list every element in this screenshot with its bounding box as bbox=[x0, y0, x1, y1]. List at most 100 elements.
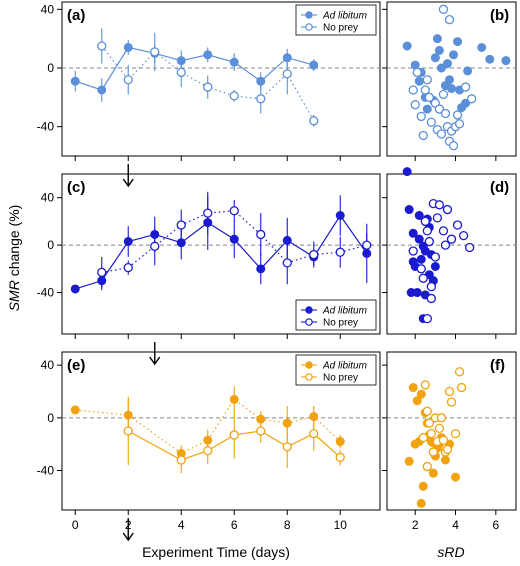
point-no-prey bbox=[97, 267, 107, 278]
point-no-prey bbox=[434, 423, 445, 434]
y-tick-label: 40 bbox=[41, 358, 55, 372]
legend-label-no-prey: No prey bbox=[323, 23, 358, 34]
legend-marker-no-prey bbox=[305, 318, 313, 326]
point-ad-libitum bbox=[408, 257, 418, 267]
point-no-prey bbox=[203, 82, 213, 92]
point-no-prey bbox=[176, 220, 186, 230]
point-no-prey bbox=[203, 208, 213, 218]
point-no-prey bbox=[426, 281, 436, 292]
point-ad-libitum bbox=[414, 234, 424, 244]
point-ad-libitum bbox=[70, 76, 80, 86]
point-no-prey bbox=[420, 216, 430, 227]
panel-b: (b) bbox=[382, 1, 517, 161]
y-tick-label: -40 bbox=[37, 464, 55, 478]
point-ad-libitum bbox=[229, 234, 239, 244]
series-line-ad-libitum bbox=[75, 46, 314, 91]
point-no-prey bbox=[424, 418, 434, 428]
x-tick-label: 8 bbox=[284, 518, 291, 532]
point-no-prey bbox=[422, 226, 432, 236]
legend-marker-ad-libitum bbox=[305, 11, 313, 19]
point-no-prey bbox=[442, 444, 453, 455]
x-tick-label: 10 bbox=[334, 518, 348, 532]
panel-frame bbox=[386, 1, 517, 157]
panel-label: (c) bbox=[67, 179, 85, 196]
point-no-prey bbox=[426, 428, 436, 439]
point-ad-libitum bbox=[444, 75, 454, 85]
point-ad-libitum bbox=[416, 498, 426, 508]
legend-marker-ad-libitum bbox=[305, 361, 313, 369]
point-ad-libitum bbox=[256, 264, 266, 274]
point-ad-libitum bbox=[461, 98, 471, 108]
point-no-prey bbox=[420, 380, 430, 390]
point-no-prey bbox=[430, 252, 441, 262]
point-no-prey bbox=[422, 313, 432, 324]
x-axis-label: Experiment Time (days) bbox=[142, 544, 290, 560]
y-tick-label: 0 bbox=[47, 61, 54, 75]
point-ad-libitum bbox=[412, 288, 422, 298]
point-no-prey bbox=[418, 130, 428, 141]
point-no-prey bbox=[456, 382, 467, 393]
point-no-prey bbox=[467, 94, 477, 104]
point-no-prey bbox=[282, 69, 292, 79]
y-tick-label: 0 bbox=[47, 238, 54, 252]
panel-label: (e) bbox=[67, 357, 85, 374]
x-tick-label: 2 bbox=[412, 518, 419, 532]
point-no-prey bbox=[256, 229, 266, 240]
x-tick-label: 4 bbox=[178, 518, 185, 532]
point-no-prey bbox=[408, 85, 418, 95]
point-no-prey bbox=[452, 220, 463, 230]
point-no-prey bbox=[454, 367, 465, 377]
point-no-prey bbox=[458, 230, 469, 241]
legend-label-no-prey: No prey bbox=[323, 373, 358, 384]
point-ad-libitum bbox=[414, 76, 424, 86]
point-ad-libitum bbox=[418, 241, 428, 251]
panel-label: (b) bbox=[490, 7, 509, 24]
point-no-prey bbox=[410, 100, 420, 110]
point-no-prey bbox=[444, 386, 455, 397]
point-no-prey bbox=[450, 428, 461, 439]
series-line-ad-libitum bbox=[75, 398, 341, 455]
point-ad-libitum bbox=[408, 383, 418, 393]
point-no-prey bbox=[362, 240, 372, 250]
point-no-prey bbox=[335, 452, 345, 462]
point-ad-libitum bbox=[412, 396, 422, 406]
point-no-prey bbox=[150, 241, 160, 251]
point-no-prey bbox=[412, 67, 422, 78]
point-ad-libitum bbox=[70, 284, 80, 294]
point-ad-libitum bbox=[404, 456, 414, 466]
panel-frame bbox=[61, 351, 381, 511]
point-no-prey bbox=[335, 247, 345, 257]
panel-label: (a) bbox=[67, 7, 85, 24]
point-ad-libitum bbox=[430, 53, 440, 63]
point-no-prey bbox=[426, 117, 436, 127]
point-no-prey bbox=[424, 92, 434, 102]
point-no-prey bbox=[444, 14, 455, 25]
point-ad-libitum bbox=[501, 56, 511, 66]
point-ad-libitum bbox=[402, 167, 412, 177]
panel-frame bbox=[61, 173, 381, 335]
point-no-prey bbox=[416, 264, 426, 274]
point-ad-libitum bbox=[402, 41, 412, 51]
point-ad-libitum bbox=[123, 237, 133, 247]
series-line-ad-libitum bbox=[75, 214, 368, 290]
y-tick-label: -40 bbox=[37, 286, 55, 300]
point-no-prey bbox=[123, 426, 133, 436]
point-no-prey bbox=[438, 4, 449, 14]
legend-box bbox=[295, 354, 377, 386]
legend-label-ad-libitum: Ad libitum bbox=[322, 11, 367, 22]
panel-frame bbox=[61, 1, 381, 157]
point-no-prey bbox=[424, 236, 434, 247]
y-tick-label: 0 bbox=[47, 411, 54, 425]
treatment-arrow-head bbox=[149, 356, 161, 366]
treatment-arrow-head bbox=[122, 178, 134, 188]
point-ad-libitum bbox=[97, 85, 107, 95]
legend-box bbox=[295, 299, 377, 331]
point-ad-libitum bbox=[418, 481, 428, 491]
point-ad-libitum bbox=[229, 394, 239, 404]
point-ad-libitum bbox=[335, 210, 345, 220]
point-ad-libitum bbox=[70, 405, 80, 415]
point-no-prey bbox=[422, 75, 432, 85]
point-no-prey bbox=[416, 111, 426, 122]
